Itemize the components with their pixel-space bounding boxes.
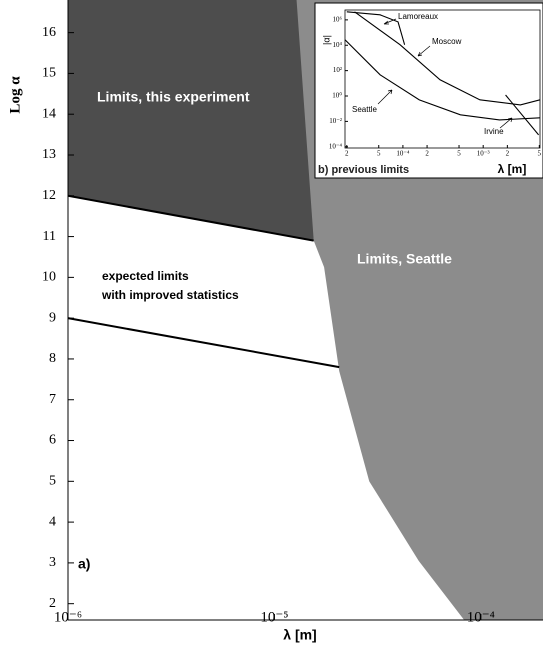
- y-tick-label: 10²: [333, 66, 342, 74]
- arrow: [417, 45, 431, 57]
- y-tick-label: 10: [42, 270, 56, 285]
- y-tick-label: 5: [49, 474, 56, 489]
- y-tick-label: 10⁰: [332, 92, 342, 100]
- y-tick-label: 14: [42, 106, 56, 121]
- y-tick-label: 10⁻²: [329, 117, 342, 125]
- annotation: with improved statistics: [101, 288, 239, 302]
- inset-arrows: [377, 18, 513, 129]
- y-tick-label: 6: [49, 433, 56, 448]
- x-tick-label: 5: [377, 150, 381, 158]
- boundary-line: [67, 194, 314, 242]
- arrow: [383, 18, 397, 25]
- arrow: [377, 89, 393, 105]
- curve: [505, 94, 540, 136]
- x-tick-label: 10⁻⁵: [260, 609, 288, 625]
- region-label: Moscow: [432, 37, 462, 46]
- y-tick-label: 9: [49, 310, 56, 325]
- inset-background: [314, 2, 543, 179]
- y-tick-label: 2: [49, 596, 56, 611]
- x-tick-label: 2: [345, 150, 349, 158]
- annotation: expected limits: [102, 269, 189, 283]
- region-label: Limits, Seattle: [357, 251, 452, 267]
- y-tick-label: 7: [49, 392, 56, 407]
- y-tick-label: 10⁴: [333, 41, 343, 49]
- y-tick-label: 13: [42, 147, 56, 162]
- y-tick-label: 11: [43, 229, 56, 244]
- x-tick-label: 10⁻⁶: [54, 609, 82, 625]
- y-tick-label: 16: [42, 25, 56, 40]
- region-label: Irvine: [484, 127, 504, 136]
- x-tick-label: 10⁻³: [477, 150, 490, 158]
- axes-box: [344, 9, 541, 149]
- curve: [346, 11, 406, 45]
- y-axis-label: |α|: [321, 35, 331, 45]
- region: [68, 0, 314, 241]
- x-axis-label: λ [m]: [498, 162, 527, 176]
- y-tick-label: 10⁶: [333, 15, 343, 23]
- annotation: a): [78, 556, 90, 572]
- x-tick-label: 2: [506, 150, 510, 158]
- region-label: Limits, this experiment: [97, 89, 250, 105]
- x-tick-label: 10⁻⁴: [467, 609, 495, 625]
- x-axis-label: λ [m]: [283, 627, 316, 643]
- y-tick-label: 12: [42, 188, 56, 203]
- region-label: Seattle: [352, 105, 377, 114]
- region-label: Lamoreaux: [398, 12, 438, 21]
- y-tick-label: 4: [49, 514, 56, 529]
- inset-caption: b) previous limits: [318, 164, 409, 176]
- x-tick-label: 2: [425, 150, 429, 158]
- x-tick-label: 5: [457, 150, 461, 158]
- arrow: [499, 117, 513, 129]
- y-tick-label: 10⁻⁴: [329, 142, 343, 150]
- y-tick-label: 15: [42, 66, 56, 81]
- curve: [344, 39, 541, 121]
- curve: [67, 317, 340, 369]
- x-tick-label: 5: [538, 150, 542, 158]
- y-tick-label: 8: [49, 351, 56, 366]
- x-tick-label: 10⁻⁴: [396, 150, 410, 158]
- curve: [354, 11, 541, 106]
- y-tick-label: 3: [49, 555, 56, 570]
- y-axis-label: Log α: [7, 76, 23, 114]
